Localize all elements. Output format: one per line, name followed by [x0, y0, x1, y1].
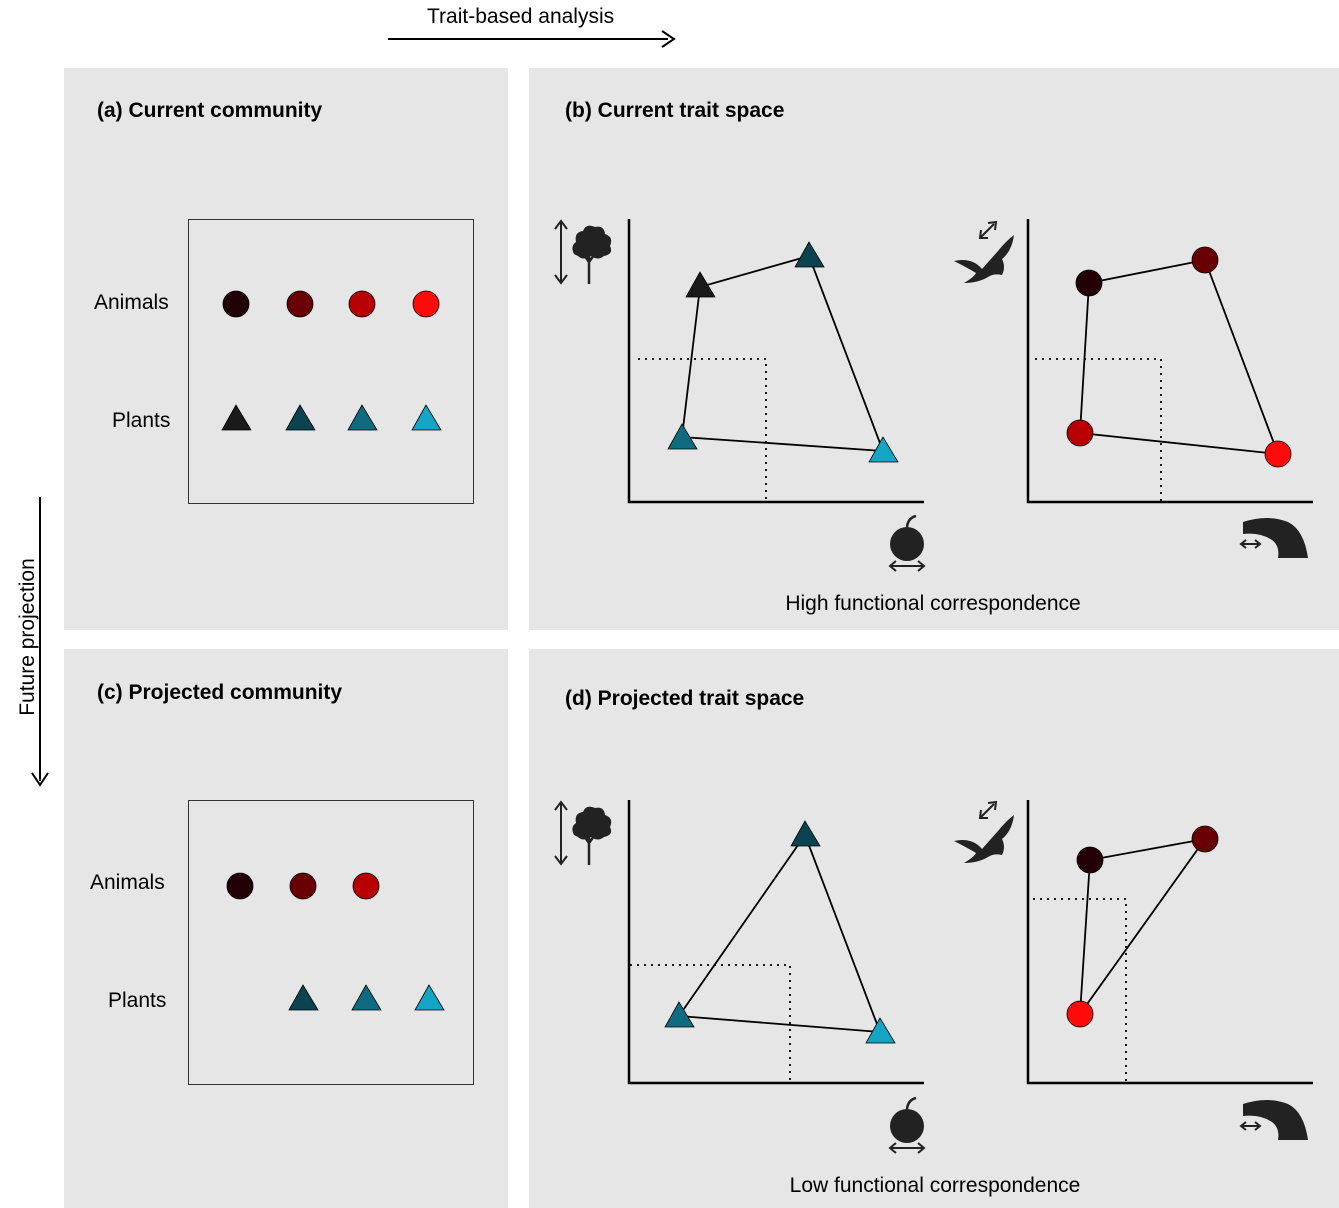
bird-wing-icon	[954, 800, 1014, 863]
tree-height-icon	[554, 800, 612, 866]
plant-2	[288, 984, 319, 1011]
plant-trait-plot-current	[627, 219, 924, 504]
plants-label-c: Plants	[108, 989, 167, 1012]
plant-point-4	[868, 436, 899, 463]
animal-trait-plot-current	[1026, 219, 1313, 504]
animal-point-2	[1191, 246, 1219, 274]
animal-3	[352, 872, 380, 900]
animal-point-3	[1066, 419, 1094, 447]
plant-point-3	[664, 1001, 695, 1028]
plant-1	[221, 404, 252, 431]
animal-trait-plot-projected	[1026, 800, 1313, 1085]
animal-3	[348, 290, 376, 318]
animal-point-1	[1075, 269, 1103, 297]
panel-a-title: (a) Current community	[97, 99, 323, 122]
panel-d	[529, 649, 1339, 1208]
plant-3	[347, 404, 378, 431]
plants-label-a: Plants	[112, 409, 171, 432]
fruit-size-icon	[888, 514, 926, 572]
plant-point-4	[865, 1017, 896, 1044]
plant-point-1	[685, 271, 716, 298]
trait-arrow	[388, 30, 676, 48]
bird-wing-icon	[954, 220, 1014, 283]
animal-point-1	[1076, 846, 1104, 874]
plant-4	[414, 984, 445, 1011]
animal-point-2	[1191, 825, 1219, 853]
plant-point-2	[794, 241, 825, 268]
panel-a	[64, 68, 508, 630]
animal-point-4	[1264, 440, 1292, 468]
plant-2	[285, 404, 316, 431]
panel-b-title: (b) Current trait space	[565, 99, 785, 122]
plant-point-3	[667, 423, 698, 450]
plant-4	[411, 404, 442, 431]
projected-community-box	[188, 800, 474, 1085]
fruit-size-icon	[888, 1096, 926, 1154]
future-arrow	[31, 497, 49, 787]
animal-4	[412, 290, 440, 318]
animal-2	[289, 872, 317, 900]
animal-2	[286, 290, 314, 318]
plant-point-2	[790, 820, 821, 847]
animal-1	[222, 290, 250, 318]
animal-1	[226, 872, 254, 900]
tree-height-icon	[554, 219, 612, 285]
animal-hull-projected	[1078, 837, 1208, 1018]
panel-b	[529, 68, 1339, 630]
bird-beak-icon	[1239, 1100, 1308, 1140]
plant-trait-plot-projected	[627, 800, 924, 1085]
panel-c	[64, 649, 508, 1208]
plant-3	[351, 984, 382, 1011]
current-community-box	[188, 219, 474, 504]
animals-label-a: Animals	[94, 291, 169, 314]
animals-label-c: Animals	[90, 871, 165, 894]
trait-arrow-label: Trait-based analysis	[427, 5, 615, 28]
panel-d-caption: Low functional correspondence	[789, 1174, 1081, 1197]
bird-beak-icon	[1239, 518, 1308, 558]
panel-b-caption: High functional correspondence	[785, 592, 1081, 615]
animal-point-3	[1066, 1000, 1094, 1028]
panel-c-title: (c) Projected community	[97, 681, 343, 704]
plant-hull-projected	[677, 833, 882, 1034]
panel-d-title: (d) Projected trait space	[565, 687, 805, 710]
